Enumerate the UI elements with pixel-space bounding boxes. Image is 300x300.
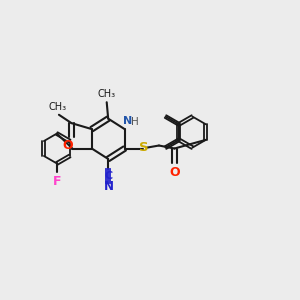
Text: CH₃: CH₃ bbox=[98, 89, 116, 99]
Text: N: N bbox=[123, 116, 132, 126]
Text: F: F bbox=[52, 175, 61, 188]
Text: H: H bbox=[130, 117, 138, 127]
Text: S: S bbox=[139, 141, 148, 154]
Text: CH₃: CH₃ bbox=[49, 102, 67, 112]
Text: O: O bbox=[62, 139, 73, 152]
Text: C: C bbox=[105, 171, 113, 181]
Text: N: N bbox=[104, 180, 114, 193]
Text: O: O bbox=[169, 167, 180, 179]
